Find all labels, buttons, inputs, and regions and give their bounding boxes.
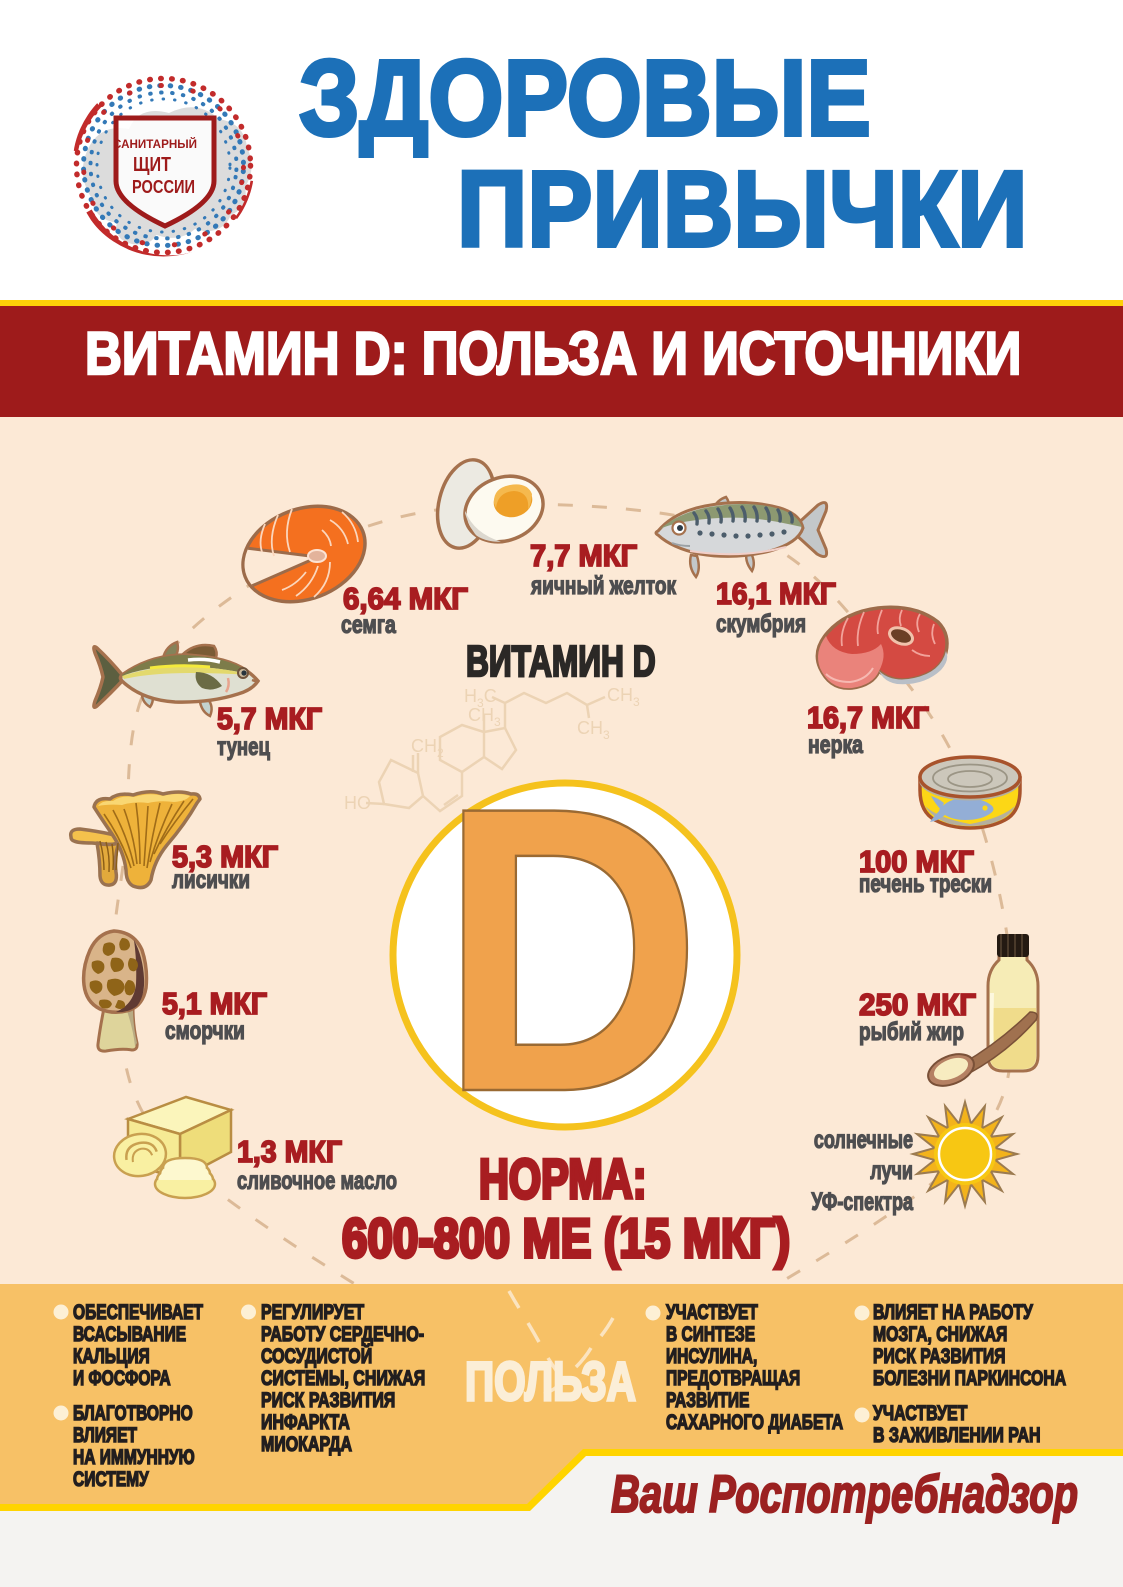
svg-text:CH3: CH3 [607, 685, 640, 709]
svg-text:САНИТАРНЫЙ: САНИТАРНЫЙ [113, 138, 197, 151]
svg-text:HO: HO [344, 793, 371, 813]
svg-text:РОССИИ: РОССИИ [132, 177, 195, 197]
svg-text:ЩИТ: ЩИТ [133, 153, 171, 176]
